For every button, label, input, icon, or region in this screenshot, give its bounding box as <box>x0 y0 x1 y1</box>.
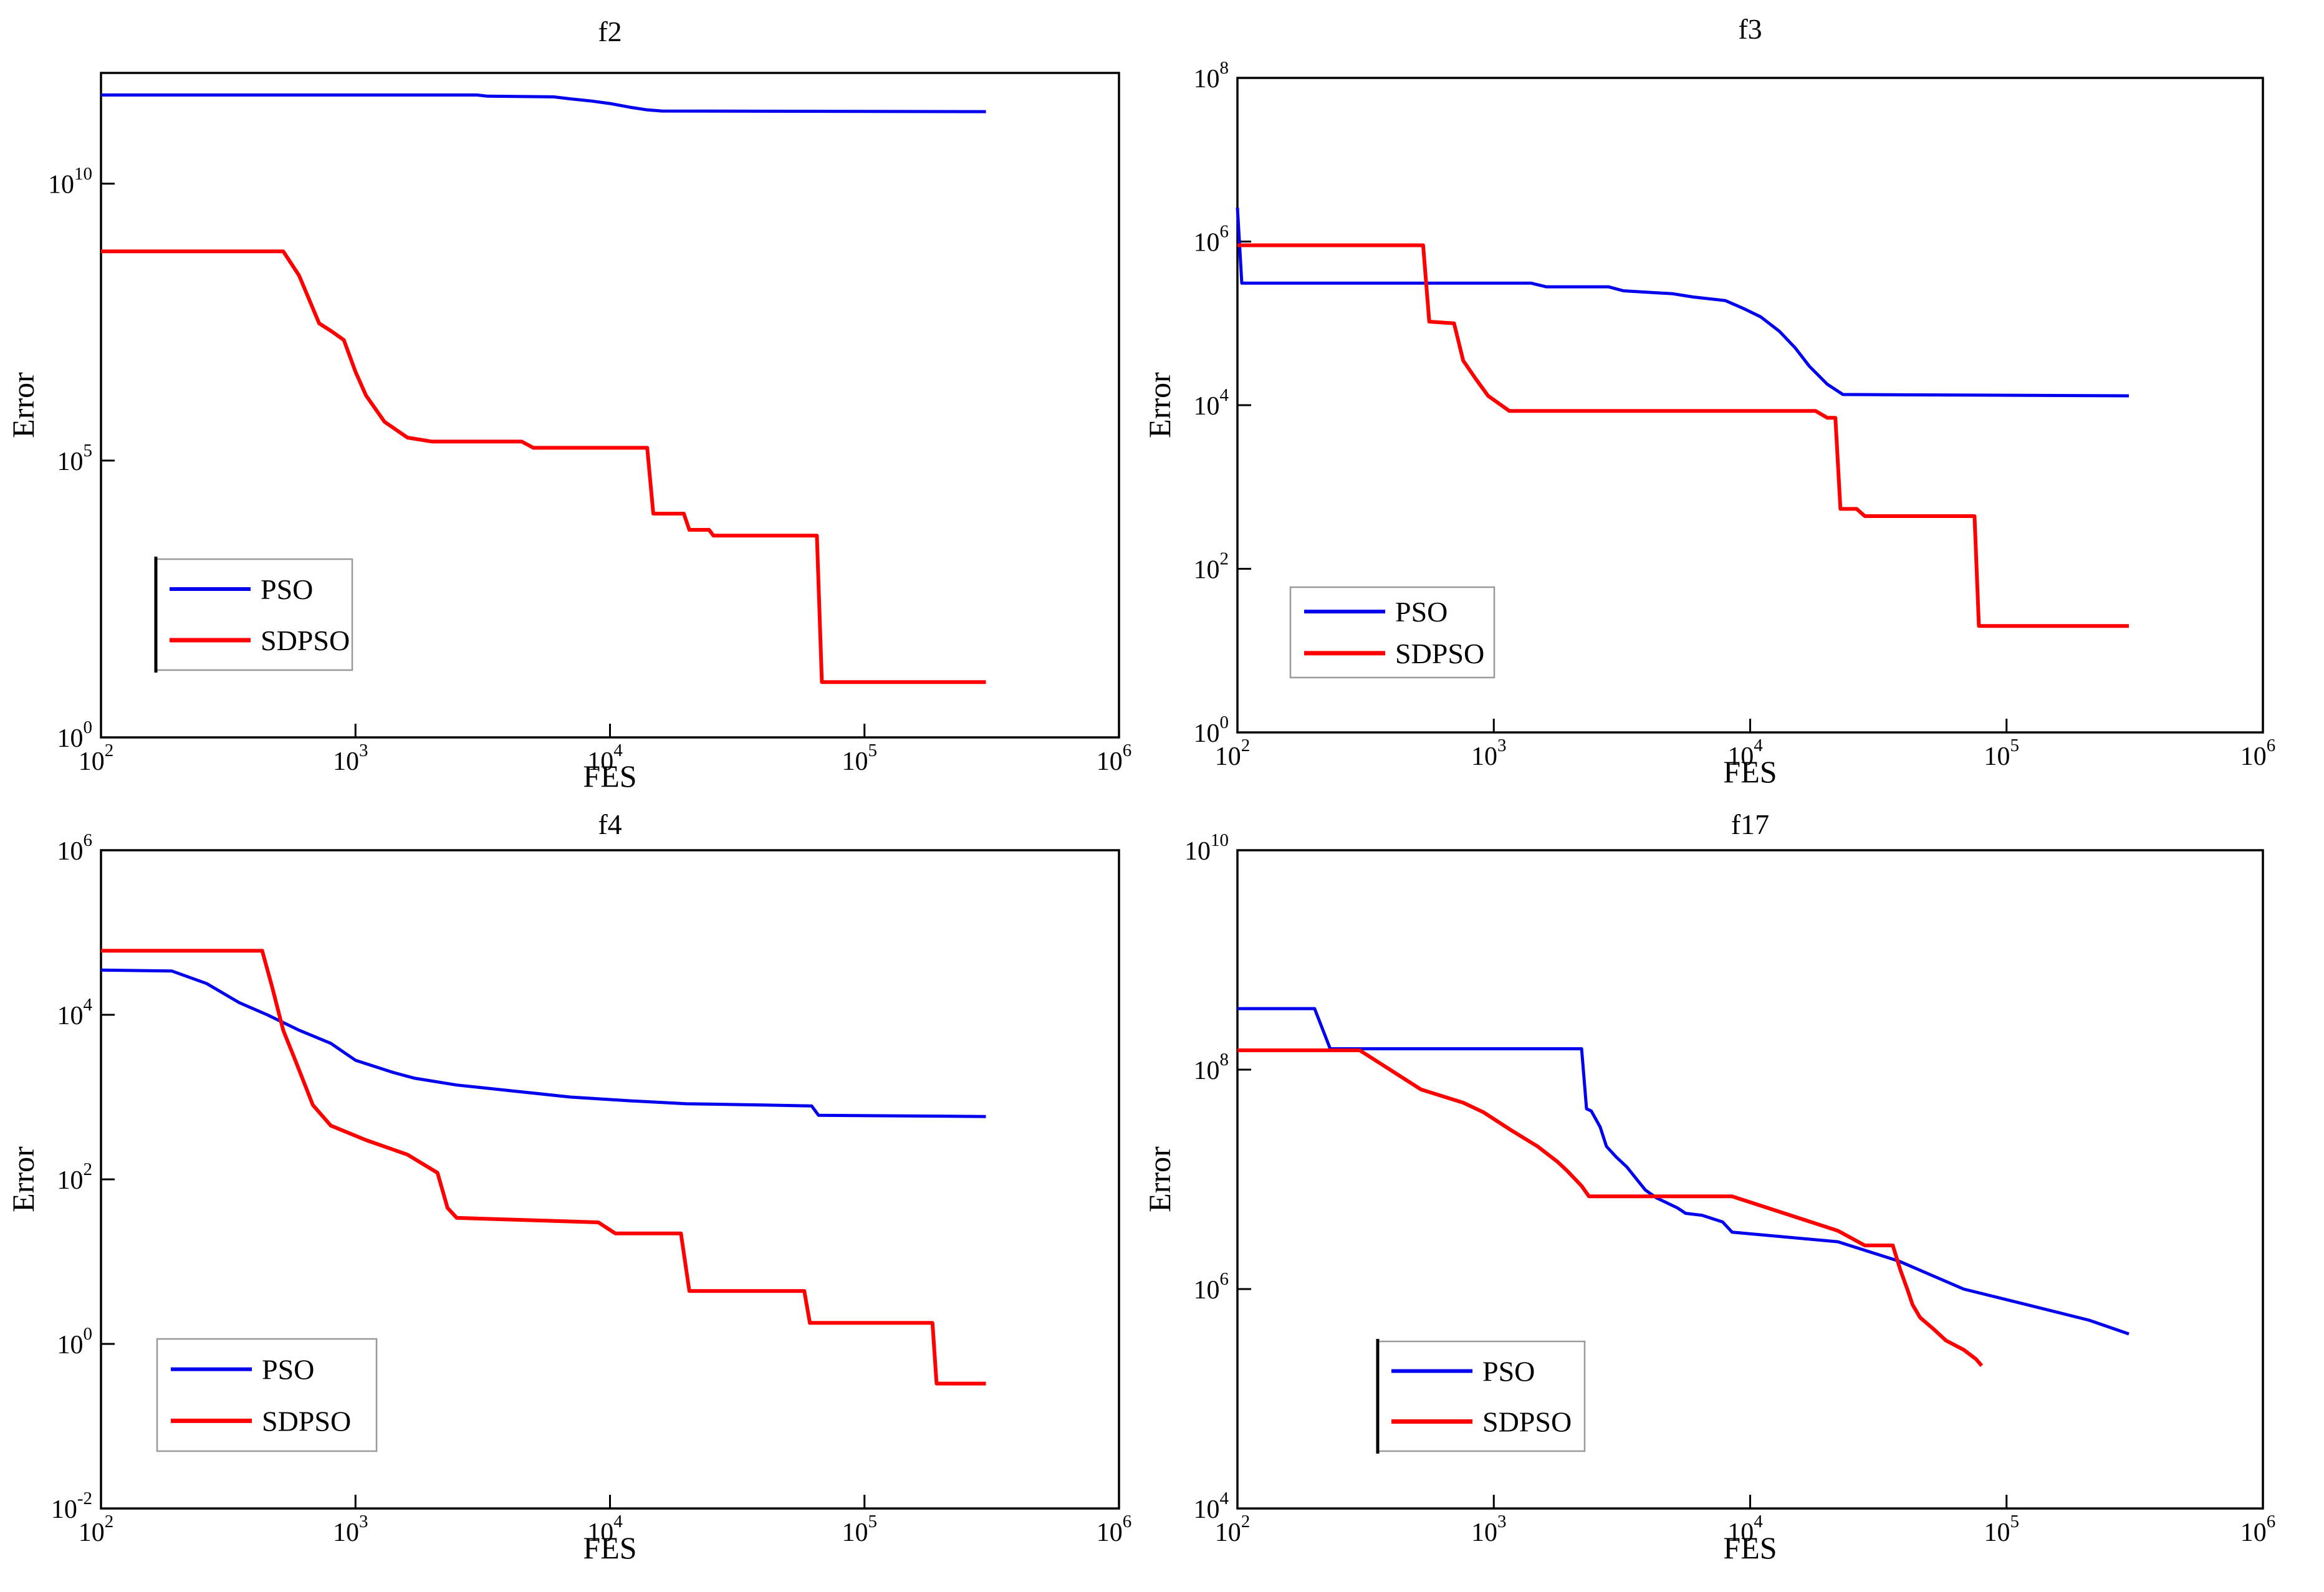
x-axis-label: FES <box>583 759 636 794</box>
x-tick-label: 102 <box>1215 736 1251 771</box>
x-tick-label: 104 <box>1727 1512 1763 1547</box>
y-tick-label: 102 <box>1194 549 1229 585</box>
y-tick-label: 1010 <box>1184 830 1229 866</box>
x-axis-label: FES <box>583 1530 636 1565</box>
x-tick-label: 104 <box>587 741 623 776</box>
sdpso-line <box>1237 1048 1984 1367</box>
legend: PSO SDPSO <box>154 557 353 673</box>
legend-pso-label: PSO <box>261 573 313 605</box>
y-tick-label: 108 <box>1194 58 1229 94</box>
pso-line <box>1236 207 2130 398</box>
legend-box <box>1376 1340 1586 1452</box>
y-tick-label: 106 <box>1194 222 1229 257</box>
x-tick-label: 106 <box>2240 1512 2276 1547</box>
chart-f2: 102 103 104 105 106 100 105 1010 f2 FES Error PSO SD… <box>6 16 1131 794</box>
sdpso-line <box>1237 243 2129 628</box>
chart-f4: 102 103 104 105 106 10-2 100 102 104 106 f4 FES Erro… <box>6 808 1131 1565</box>
chart-title: f17 <box>1731 808 1769 840</box>
x-tick-label: 104 <box>587 1512 623 1547</box>
x-tick-label: 102 <box>79 1512 114 1547</box>
x-axis-label: FES <box>1723 1530 1777 1565</box>
x-tick-label: 106 <box>1097 1512 1132 1547</box>
legend-pso-label: PSO <box>1482 1356 1535 1388</box>
x-tick-label: 103 <box>333 1512 368 1547</box>
y-axis-label: Error <box>1142 1146 1177 1212</box>
y-tick-label: 100 <box>57 717 93 753</box>
x-tick-label: 105 <box>842 1512 878 1547</box>
x-axis-label: FES <box>1723 754 1777 789</box>
legend-box <box>156 1338 378 1452</box>
y-axis-label: Error <box>6 372 41 438</box>
y-axis-label: Error <box>1142 372 1177 438</box>
y-tick-label: 104 <box>57 995 93 1030</box>
y-tick-label: 104 <box>1194 1489 1229 1524</box>
x-tick-label: 103 <box>333 741 368 776</box>
x-tick-label: 102 <box>79 741 114 776</box>
x-tick-label: 104 <box>1727 736 1763 771</box>
x-tick-label: 105 <box>1984 736 2020 771</box>
sdpso-line <box>101 949 986 1386</box>
y-tick-label: 108 <box>1194 1050 1229 1085</box>
y-tick-label: 102 <box>57 1159 93 1195</box>
x-tick-label: 106 <box>2240 736 2276 771</box>
chart-title: f4 <box>598 808 622 840</box>
y-tick-label: 106 <box>1194 1269 1229 1305</box>
x-tick-label: 106 <box>1097 741 1132 776</box>
y-tick-label: 100 <box>1194 712 1229 748</box>
x-tick-label: 102 <box>1215 1512 1251 1547</box>
legend: PSO SDPSO <box>1376 1339 1586 1454</box>
y-tick-label: 1010 <box>48 164 92 199</box>
legend-sdpso-label: SDPSO <box>261 625 350 656</box>
x-tick-label: 105 <box>1984 1512 2020 1547</box>
chart-title: f3 <box>1738 13 1762 45</box>
y-tick-label: 100 <box>57 1324 93 1359</box>
x-tick-label: 105 <box>842 741 878 776</box>
y-tick-label: 104 <box>1194 385 1229 421</box>
legend-box <box>1289 586 1496 679</box>
legend: PSO SDPSO <box>1289 586 1496 679</box>
x-tick-label: 103 <box>1471 736 1507 771</box>
legend-pso-label: PSO <box>262 1354 314 1386</box>
y-tick-label: 105 <box>57 441 93 476</box>
legend-sdpso-label: SDPSO <box>262 1405 351 1437</box>
legend: PSO SDPSO <box>156 1338 378 1452</box>
y-tick-label: 106 <box>57 830 93 866</box>
y-tick-label: 10-2 <box>51 1489 92 1524</box>
chart-f3: 102 103 104 105 106100102104106108f3FESError… <box>1142 13 2275 789</box>
y-axis-label: Error <box>6 1146 41 1212</box>
sdpso-line <box>101 249 986 684</box>
chart-f17: 102 103 104 105 106 104 106 108 1010 f17 FES Error P… <box>1142 808 2275 1565</box>
legend-pso-label: PSO <box>1395 596 1448 628</box>
pso-line <box>101 93 986 113</box>
legend-sdpso-label: SDPSO <box>1482 1406 1572 1437</box>
legend-sdpso-label: SDPSO <box>1395 638 1484 669</box>
x-tick-label: 103 <box>1471 1512 1507 1547</box>
chart-title: f2 <box>598 16 622 47</box>
pso-line <box>100 968 986 1118</box>
